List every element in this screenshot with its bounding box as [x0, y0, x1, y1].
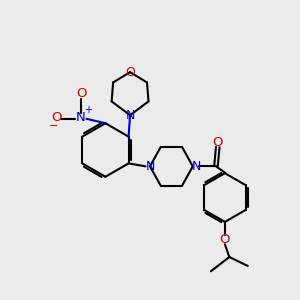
Text: N: N	[145, 160, 155, 173]
Text: −: −	[49, 121, 58, 131]
Text: O: O	[51, 111, 62, 124]
Text: O: O	[212, 136, 223, 149]
Text: N: N	[192, 160, 201, 173]
Text: O: O	[125, 66, 135, 79]
Text: O: O	[220, 233, 230, 246]
Text: O: O	[76, 87, 86, 100]
Text: +: +	[84, 106, 92, 116]
Text: N: N	[76, 111, 86, 124]
Text: N: N	[125, 109, 135, 122]
